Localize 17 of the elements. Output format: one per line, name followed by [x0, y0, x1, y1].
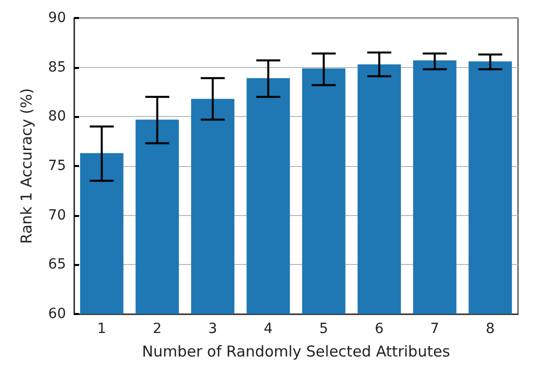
x-axis-title: Number of Randomly Selected Attributes — [142, 342, 450, 360]
y-tick-label: 65 — [48, 256, 66, 273]
x-tick-label: 2 — [152, 321, 162, 337]
x-tick-label: 8 — [486, 321, 495, 337]
x-tick-label: 1 — [97, 321, 106, 337]
y-tick-label: 90 — [48, 10, 66, 26]
y-tick-label: 85 — [48, 59, 66, 76]
x-tick-label: 6 — [374, 321, 384, 337]
y-tick-label: 75 — [48, 158, 66, 174]
x-tick-label: 4 — [264, 321, 273, 337]
y-tick-label: 60 — [48, 306, 66, 322]
y-tick-label: 70 — [48, 207, 66, 224]
x-tick-label: 3 — [208, 321, 218, 337]
x-tick-label: 7 — [430, 321, 440, 337]
y-axis-title: Rank 1 Accuracy (%) — [18, 88, 36, 244]
y-tick-label: 80 — [48, 108, 66, 125]
x-tick-label: 5 — [319, 321, 328, 337]
